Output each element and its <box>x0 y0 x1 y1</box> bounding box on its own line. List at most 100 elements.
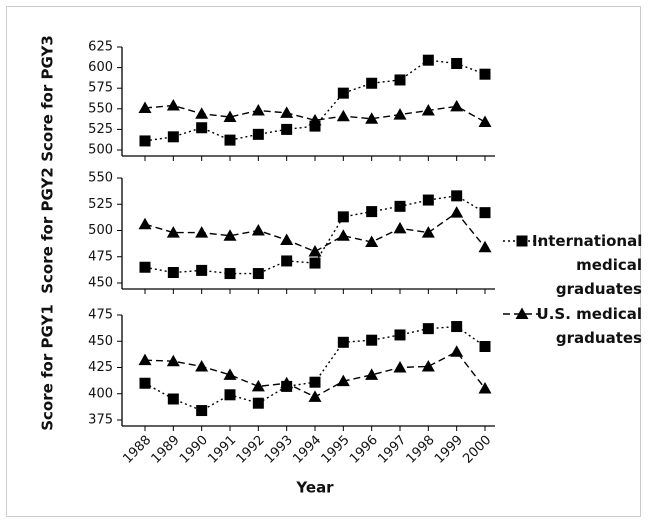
y-tick-label: 625 <box>88 40 113 55</box>
y-tick-label: 450 <box>88 276 113 291</box>
marker <box>365 112 379 124</box>
marker <box>196 405 208 417</box>
legend-label: International medical graduates <box>532 232 643 298</box>
marker <box>195 359 209 372</box>
x-tick-label: 1990 <box>177 433 211 467</box>
marker <box>450 99 464 112</box>
marker <box>365 368 379 380</box>
marker <box>280 106 294 118</box>
marker <box>252 268 264 280</box>
marker <box>139 135 151 147</box>
y-tick-label: 550 <box>88 171 113 186</box>
marker <box>450 345 464 357</box>
marker <box>167 393 179 405</box>
x-tick-label: 1998 <box>404 433 438 467</box>
marker <box>166 226 180 238</box>
marker <box>195 107 209 119</box>
marker <box>196 122 208 134</box>
marker <box>308 245 322 257</box>
marker <box>336 374 350 387</box>
marker <box>451 190 463 202</box>
y-tick-label: 400 <box>88 386 113 401</box>
marker <box>421 103 435 116</box>
marker <box>280 376 294 389</box>
marker <box>309 376 321 388</box>
x-axis-title: Year <box>295 479 334 497</box>
marker <box>479 207 491 219</box>
marker <box>281 255 293 267</box>
marker <box>336 109 350 122</box>
marker <box>337 211 349 223</box>
y-tick-label: 425 <box>88 360 113 375</box>
marker <box>139 261 151 273</box>
series-line <box>144 350 486 398</box>
marker <box>166 354 180 367</box>
y-axis-title: Score for PGY3 <box>39 35 57 162</box>
x-tick-label: 1999 <box>432 433 466 467</box>
marker <box>479 341 491 352</box>
x-tick-label: 1996 <box>347 433 381 467</box>
marker <box>451 57 463 69</box>
y-tick-label: 600 <box>88 60 113 75</box>
marker <box>336 229 350 241</box>
marker <box>479 68 491 80</box>
legend-marker <box>515 307 529 319</box>
marker <box>224 389 236 401</box>
marker <box>394 74 406 86</box>
marker <box>366 334 378 346</box>
x-tick-label: 2000 <box>460 433 494 467</box>
marker <box>195 226 209 238</box>
marker <box>421 359 435 372</box>
frame <box>6 6 641 517</box>
marker <box>422 54 434 66</box>
marker <box>337 336 349 348</box>
x-tick-label: 1992 <box>234 433 268 467</box>
marker <box>223 368 237 380</box>
y-tick-label: 575 <box>88 81 113 96</box>
marker <box>167 131 179 143</box>
x-tick-label: 1997 <box>375 433 409 467</box>
marker <box>366 77 378 89</box>
marker <box>138 101 152 113</box>
marker <box>478 382 492 394</box>
marker <box>223 110 237 123</box>
marker <box>139 377 151 389</box>
marker <box>308 390 322 402</box>
marker <box>196 264 208 276</box>
marker <box>393 361 407 373</box>
x-tick-label: 1993 <box>262 433 296 467</box>
marker <box>450 206 464 218</box>
marker <box>478 115 492 127</box>
marker <box>251 379 265 392</box>
marker <box>421 226 435 238</box>
y-axis-title: Score for PGY2 <box>39 167 57 294</box>
marker <box>281 123 293 135</box>
marker <box>309 120 321 132</box>
marker <box>394 200 406 212</box>
marker <box>280 233 294 245</box>
marker <box>252 128 264 140</box>
x-tick-label: 1988 <box>120 433 154 467</box>
marker <box>366 206 378 218</box>
legend-label: U.S. medical graduates <box>536 305 642 347</box>
marker <box>251 224 265 236</box>
marker <box>478 240 492 253</box>
y-axis-title: Score for PGY1 <box>39 304 57 431</box>
marker <box>309 257 321 269</box>
marker <box>365 235 379 248</box>
marker <box>394 329 406 341</box>
x-tick-label: 1989 <box>149 433 183 467</box>
legend-marker <box>516 235 528 247</box>
marker <box>251 103 265 116</box>
marker <box>223 229 237 241</box>
x-tick-label: 1994 <box>290 433 324 467</box>
y-tick-label: 525 <box>88 197 113 212</box>
marker <box>422 323 434 335</box>
marker <box>224 268 236 280</box>
marker <box>308 113 322 126</box>
marker <box>166 99 180 111</box>
marker <box>337 87 349 99</box>
marker <box>422 194 434 206</box>
